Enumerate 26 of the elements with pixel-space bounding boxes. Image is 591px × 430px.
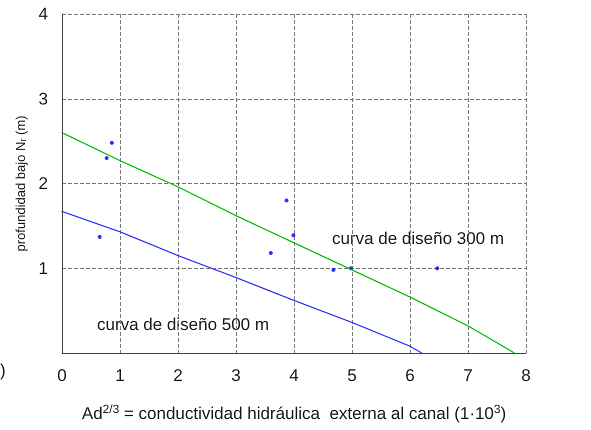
y-tick-label: 4 xyxy=(38,4,48,24)
y-tick-label: 2 xyxy=(38,174,48,193)
point xyxy=(291,233,296,238)
x-tick-label: 0 xyxy=(57,366,67,385)
x-tick-label: 1 xyxy=(115,366,125,385)
point xyxy=(104,156,109,160)
x-tick-label: 8 xyxy=(521,366,531,385)
point xyxy=(284,198,288,202)
x-tick-label: 5 xyxy=(347,366,357,385)
x-tick-label: 6 xyxy=(405,366,415,385)
x-tick-label: 4 xyxy=(289,366,299,385)
point xyxy=(331,268,336,272)
y-tick-label: 1 xyxy=(38,258,48,278)
x-tick-label: 2 xyxy=(173,366,183,385)
y-tick-label: 3 xyxy=(38,89,48,108)
point xyxy=(110,140,114,145)
line-series xyxy=(61,132,515,354)
series-label: curva de diseño 300 m xyxy=(332,229,504,248)
point xyxy=(98,234,102,239)
text: ) xyxy=(0,361,6,380)
point xyxy=(435,266,440,270)
point xyxy=(268,250,273,255)
x-tick-label: 7 xyxy=(463,366,473,385)
series-label: curva de diseño 500 m xyxy=(97,315,269,334)
x-tick-label: 3 xyxy=(231,366,241,385)
y-axis-title: profundidad bajo Nr (m) xyxy=(13,116,28,252)
